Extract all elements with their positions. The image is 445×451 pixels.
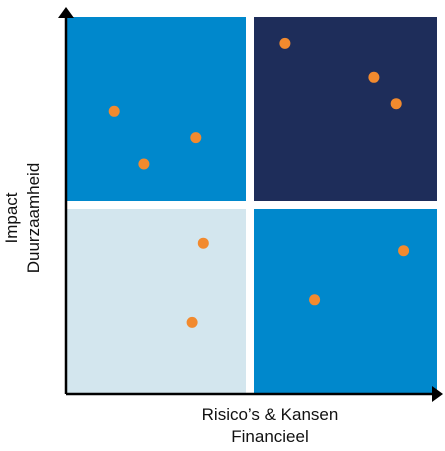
data-point-8 xyxy=(186,316,198,328)
x-axis-label: Risico’s & Kansen Financieel xyxy=(150,404,390,448)
y-axis-label-line1: Impact xyxy=(2,192,21,244)
data-point-2 xyxy=(138,158,150,170)
x-axis-label-line1: Risico’s & Kansen xyxy=(201,405,339,424)
x-axis-label-line2: Financieel xyxy=(231,427,309,446)
data-points xyxy=(108,37,410,328)
data-point-9 xyxy=(309,294,321,306)
data-point-4 xyxy=(279,37,291,49)
data-point-10 xyxy=(398,245,410,257)
data-point-5 xyxy=(368,71,380,83)
quadrant-bottom-right xyxy=(254,209,437,394)
quadrant-top-left xyxy=(66,17,246,201)
data-point-3 xyxy=(190,132,202,144)
data-point-7 xyxy=(197,237,209,249)
y-axis-arrowhead xyxy=(58,7,74,18)
quadrant-bottom-left xyxy=(66,209,246,394)
y-axis-label-line2: Duurzaamheid xyxy=(24,162,43,274)
x-axis-arrowhead xyxy=(432,386,443,402)
data-point-1 xyxy=(108,105,120,117)
y-axis-label: Impact Duurzaamheid xyxy=(1,93,45,343)
data-point-6 xyxy=(390,98,402,110)
